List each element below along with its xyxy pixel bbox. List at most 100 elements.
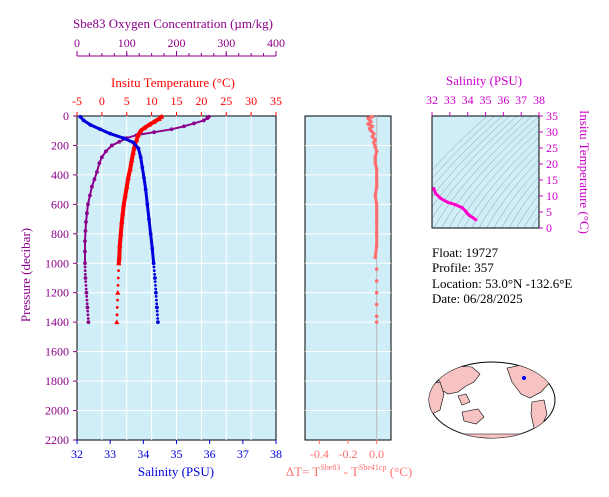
oxygen-tick-label: 0	[74, 36, 80, 50]
oxygen-point	[152, 130, 157, 135]
oxygen-point	[192, 121, 196, 126]
pressure-tick-label: 1200	[45, 286, 69, 300]
delta-point	[373, 255, 378, 260]
density-contour	[432, 116, 495, 179]
salinity-point	[121, 136, 126, 140]
temperature-point	[129, 157, 135, 163]
temperature-tick-label: 30	[245, 94, 257, 108]
delta-series	[366, 114, 379, 324]
pressure-tick-label: 200	[51, 138, 69, 152]
salinity-tick-label: 35	[171, 447, 183, 461]
oxygen-interp-point	[84, 283, 88, 287]
salinity-point	[108, 131, 113, 136]
delta-point	[374, 176, 379, 180]
ts-salinity-tick-label: 38	[533, 93, 545, 107]
delta-point	[374, 167, 379, 171]
pressure-tick-label: 1800	[45, 374, 69, 388]
salinity-point	[88, 122, 93, 127]
temperature-interp-point	[116, 283, 120, 287]
delta-axis-label: ΔT= TSbe83 - TSbe41cp (°C)	[286, 463, 412, 479]
delta-point	[373, 161, 378, 165]
ts-point	[432, 187, 436, 191]
delta-axis-ticks: -0.4 -0.2 0.0	[310, 440, 384, 461]
density-contour	[523, 203, 539, 228]
delta-point	[369, 128, 373, 133]
delta-point	[374, 202, 379, 207]
density-contour	[432, 116, 503, 188]
oxygen-point	[83, 239, 87, 244]
delta-point	[373, 145, 378, 149]
oxygen-point	[169, 127, 174, 132]
ts-salinity-tick-label: 37	[515, 93, 527, 107]
density-contour	[456, 129, 539, 228]
oxygen-point	[95, 170, 99, 174]
salinity-point	[150, 246, 155, 251]
temperature-point	[120, 210, 126, 216]
ts-salinity-tick-label: 32	[426, 93, 438, 107]
ts-density-contours	[432, 82, 609, 232]
oxygen-tick-label: 200	[168, 36, 186, 50]
map-australia	[461, 408, 485, 425]
delta-tick-label: -0.4	[310, 447, 329, 461]
temperature-axis-ticks: -5 0 5 10 15 20 25 30 35	[72, 94, 282, 116]
temperature-point	[114, 319, 120, 325]
salinity-point	[138, 155, 143, 160]
oxygen-point	[84, 220, 88, 224]
oxygen-interp-point	[85, 302, 89, 306]
density-contour	[605, 82, 609, 232]
ts-temperature-tick-label: 5	[546, 205, 552, 219]
temperature-point	[121, 201, 127, 207]
temperature-point	[142, 124, 148, 130]
temperature-point	[116, 254, 122, 260]
temperature-point	[119, 219, 125, 225]
temperature-point	[124, 183, 130, 189]
oxygen-axis-ticks: 0 100 200 300 400	[74, 36, 285, 56]
temperature-point	[117, 242, 123, 248]
oxygen-interp-point	[85, 298, 89, 302]
salinity-point	[98, 127, 103, 132]
oxygen-point	[84, 290, 89, 295]
temperature-tick-label: 35	[270, 94, 282, 108]
salinity-tick-label: 37	[237, 447, 249, 461]
salinity-tick-label: 34	[137, 447, 149, 461]
pressure-tick-label: 400	[51, 168, 69, 182]
salinity-interp-point	[153, 280, 157, 284]
temperature-tick-label: 15	[171, 94, 183, 108]
temperature-interp-point	[116, 298, 119, 302]
ts-salinity-tick-label: 36	[497, 93, 509, 107]
ts-temperature-tick-label: 20	[546, 157, 558, 171]
ts-salinity-tick-label: 34	[462, 93, 474, 107]
delta-point	[374, 267, 379, 271]
delta-point	[374, 320, 379, 324]
density-contour	[486, 159, 539, 228]
density-contour	[432, 116, 518, 208]
delta-point	[373, 193, 378, 198]
density-contour	[448, 123, 539, 228]
salinity-interp-point	[156, 313, 159, 317]
density-contour	[471, 144, 539, 228]
ts-temperature-tick-label: 15	[546, 173, 558, 187]
temperature-interp-point	[115, 313, 119, 317]
salinity-tick-label: 33	[104, 447, 116, 461]
temperature-tick-label: 25	[220, 94, 232, 108]
temperature-axis-label: Insitu Temperature (°C)	[111, 75, 235, 90]
oxygen-point	[117, 139, 122, 144]
delta-point	[374, 243, 379, 248]
pressure-tick-label: 1600	[45, 345, 69, 359]
oxygen-interp-point	[84, 280, 88, 284]
delta-point	[372, 131, 376, 136]
oxygen-point	[83, 249, 87, 254]
ts-temperature-tick-label: 30	[546, 125, 558, 139]
oxygen-point	[99, 155, 104, 160]
salinity-point	[151, 261, 156, 266]
temperature-interp-point	[116, 276, 120, 280]
ts-point	[474, 218, 478, 222]
map-antarctica	[439, 433, 546, 438]
salinity-point	[142, 175, 146, 180]
density-contour	[516, 193, 539, 228]
temperature-point	[127, 166, 133, 172]
salinity-interp-point	[154, 287, 158, 291]
oxygen-point	[85, 211, 89, 216]
info-location: Location: 53.0°N -132.6°E	[432, 276, 572, 291]
oxygen-axis-label: Sbe83 Oxygen Concentration (µm/kg)	[73, 16, 273, 31]
